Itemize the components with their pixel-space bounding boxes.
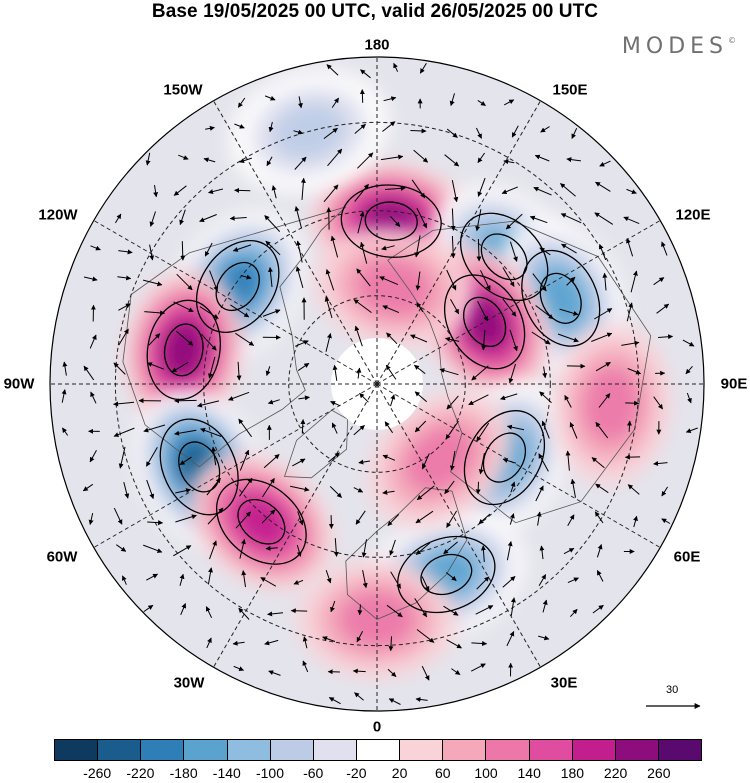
lon-label-60e: 60E (673, 548, 701, 566)
colorbar (54, 739, 702, 761)
colorbar-tick-label: -100 (255, 765, 285, 781)
colorbar-segment (486, 740, 530, 760)
brand-mark: © (728, 36, 736, 45)
anomaly-high-canada (123, 269, 245, 430)
wind-vectors (61, 62, 698, 705)
colorbar-tick-label: 100 (474, 765, 498, 781)
colorbar-tick-label: 180 (560, 765, 585, 781)
colorbar-tick-label: -260 (83, 765, 112, 781)
colorbar-segment (356, 740, 401, 760)
anomaly-high-alaska (314, 227, 474, 348)
colorbar-ticks: -260 -220 -180 -140 -100 -60 -20 20 60 100 140 180 2… (54, 765, 702, 783)
lon-label-180: 180 (364, 36, 390, 54)
colorbar-tick-label: -20 (346, 765, 367, 781)
colorbar-tick-label: 60 (435, 765, 451, 781)
colorbar-segment (227, 740, 271, 760)
colorbar-segment (658, 740, 702, 760)
lon-label-0: 0 (372, 718, 382, 736)
lon-label-120e: 120E (675, 206, 711, 224)
colorbar-segment (98, 740, 142, 760)
colorbar-tick-label: 140 (517, 765, 541, 781)
colorbar-segment (443, 740, 487, 760)
brand-text: MODES (621, 34, 728, 59)
lon-label-90e: 90E (720, 375, 748, 393)
colorbar-segment (313, 740, 357, 760)
colorbar-tick-label: -180 (169, 765, 198, 781)
colorbar-segment (615, 740, 659, 760)
map-title: Base 19/05/2025 00 UTC, valid 26/05/2025… (151, 1, 599, 22)
modes-logo: MODES© (622, 34, 736, 59)
wind-scale-value: 30 (666, 684, 679, 696)
colorbar-segment (529, 740, 573, 760)
lon-label-30w: 30W (173, 674, 205, 692)
colorbar-segment (572, 740, 616, 760)
colorbar-tick-label: 260 (647, 765, 671, 781)
polar-map[interactable] (0, 0, 750, 735)
colorbar-tick-label: 220 (603, 765, 628, 781)
colorbar-segment (141, 740, 185, 760)
lon-label-30e: 30E (550, 674, 578, 692)
lon-label-150e: 150E (552, 81, 588, 99)
map-boundary (49, 56, 705, 712)
lon-label-90w: 90W (3, 375, 35, 393)
colorbar-tick-label: -220 (126, 765, 155, 781)
lon-label-150w: 150W (163, 81, 203, 99)
colorbar-segment (270, 740, 314, 760)
graticule (50, 57, 704, 711)
lon-label-60w: 60W (46, 548, 78, 566)
lon-label-120w: 120W (38, 206, 78, 224)
colorbar-segment (55, 740, 99, 760)
colorbar-segment (184, 740, 228, 760)
colorbar-tick-label: -140 (212, 765, 241, 781)
colorbar-segment (400, 740, 444, 760)
colorbar-tick-label: -60 (303, 765, 324, 781)
height-contours (146, 184, 601, 614)
map-disk (50, 57, 704, 711)
coastlines (122, 206, 652, 620)
colorbar-tick-label: 20 (391, 765, 408, 781)
